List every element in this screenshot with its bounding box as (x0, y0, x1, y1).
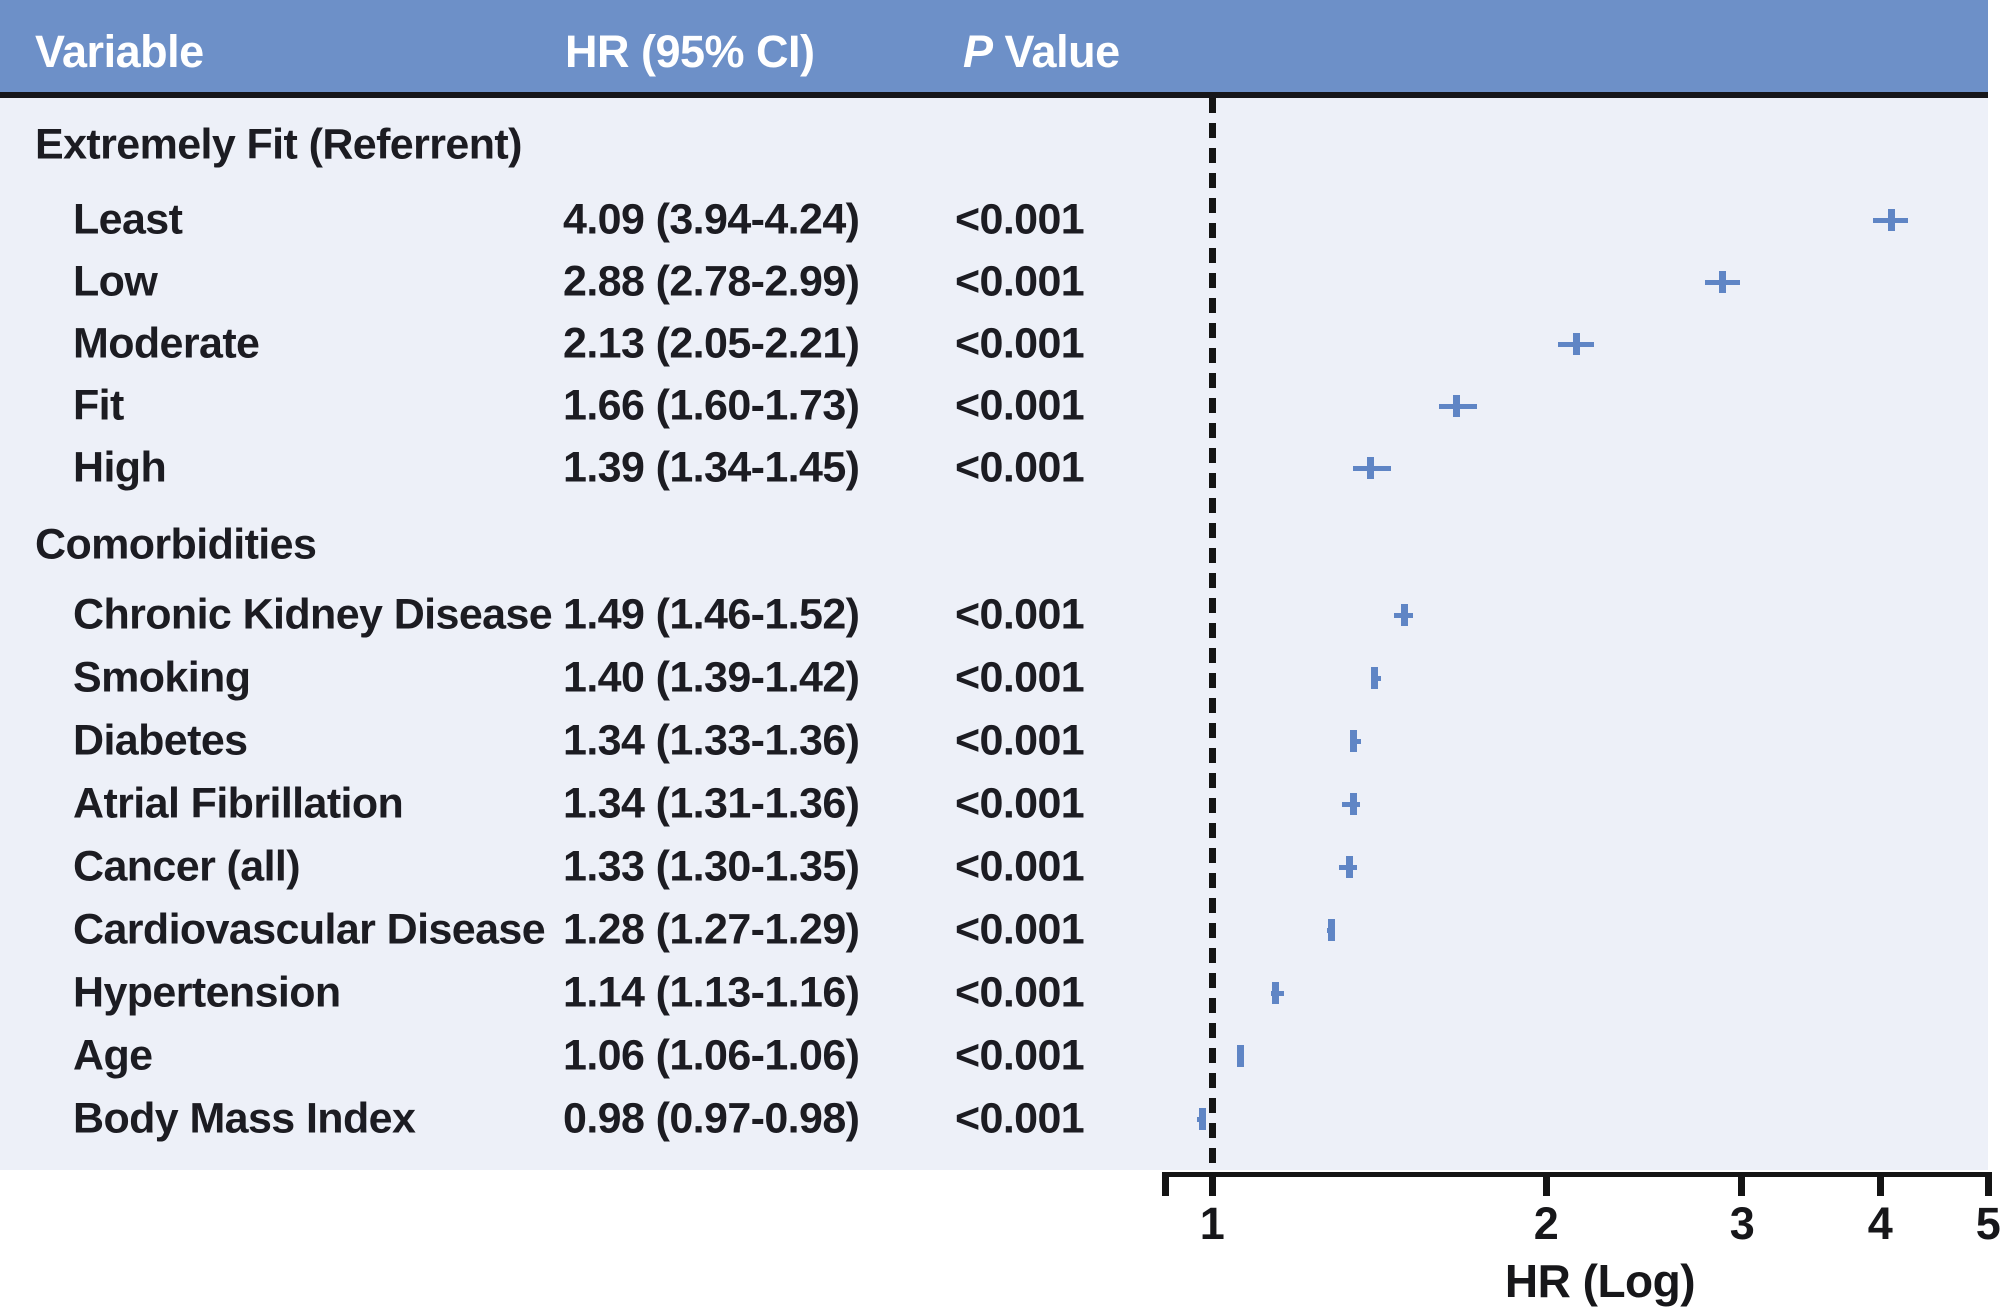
tick-label: 4 (1867, 1198, 1893, 1249)
tick-label: 2 (1533, 1198, 1559, 1249)
axis-tick (1877, 1172, 1884, 1196)
row-p-value: <0.001 (955, 443, 1085, 492)
axis-tick (1209, 1172, 1216, 1196)
tick-label: 1 (1199, 1198, 1225, 1249)
row-p-value: <0.001 (955, 195, 1085, 244)
row-p-value: <0.001 (955, 381, 1085, 430)
row-p-value: <0.001 (955, 257, 1085, 306)
row-label: Diabetes (73, 716, 248, 765)
row-label: Fit (73, 381, 124, 430)
row-hr-ci: 1.34 (1.31-1.36) (563, 779, 860, 828)
tick-label: 5 (1975, 1198, 2000, 1249)
point-estimate-tick (1888, 209, 1895, 231)
row-p-value: <0.001 (955, 842, 1085, 891)
row-label: Chronic Kidney Disease (73, 590, 553, 639)
row-p-value: <0.001 (955, 590, 1085, 639)
row-hr-ci: 2.88 (2.78-2.99) (563, 257, 860, 306)
point-estimate-tick (1350, 730, 1357, 752)
point-estimate-tick (1367, 457, 1374, 479)
row-hr-ci: 1.06 (1.06-1.06) (563, 1031, 860, 1080)
point-estimate-tick (1272, 982, 1279, 1004)
point-estimate-tick (1719, 271, 1726, 293)
row-hr-ci: 1.14 (1.13-1.16) (563, 968, 860, 1017)
row-label: Age (73, 1031, 153, 1080)
row-p-value: <0.001 (955, 319, 1085, 368)
section-header: Extremely Fit (Referrent) (35, 120, 522, 169)
axis-tick (1738, 1172, 1745, 1196)
plot-panel (0, 98, 1988, 1170)
point-estimate-tick (1199, 1108, 1206, 1130)
x-axis-label: HR (Log) (1504, 1255, 1696, 1307)
point-estimate-tick (1401, 604, 1408, 626)
row-hr-ci: 1.40 (1.39-1.42) (563, 653, 860, 702)
row-hr-ci: 1.28 (1.27-1.29) (563, 905, 860, 954)
axis-endcap-tick (1162, 1172, 1169, 1196)
header-divider-rule (0, 92, 1988, 98)
point-estimate-tick (1453, 395, 1460, 417)
axis-tick (1985, 1172, 1992, 1196)
row-hr-ci: 1.66 (1.60-1.73) (563, 381, 860, 430)
point-estimate-tick (1371, 667, 1378, 689)
row-hr-ci: 4.09 (3.94-4.24) (563, 195, 860, 244)
row-p-value: <0.001 (955, 653, 1085, 702)
axis-tick (1543, 1172, 1550, 1196)
row-label: Atrial Fibrillation (73, 779, 404, 828)
row-hr-ci: 1.39 (1.34-1.45) (563, 443, 860, 492)
point-estimate-tick (1237, 1045, 1244, 1067)
row-label: Smoking (73, 653, 251, 702)
row-label: Hypertension (73, 968, 341, 1017)
row-label: High (73, 443, 167, 492)
point-estimate-tick (1573, 333, 1580, 355)
column-header-hr-ci: HR (95% CI) (565, 26, 815, 77)
row-label: Low (73, 257, 158, 306)
point-estimate-tick (1350, 793, 1357, 815)
row-hr-ci: 0.98 (0.97-0.98) (563, 1094, 860, 1143)
row-label: Moderate (73, 319, 260, 368)
row-label: Body Mass Index (73, 1094, 416, 1143)
p-rest: Value (992, 26, 1121, 77)
column-header-variable: Variable (35, 26, 204, 77)
point-estimate-tick (1328, 919, 1335, 941)
row-label: Cancer (all) (73, 842, 301, 891)
point-estimate-tick (1346, 856, 1353, 878)
row-hr-ci: 1.34 (1.33-1.36) (563, 716, 860, 765)
row-p-value: <0.001 (955, 779, 1085, 828)
row-p-value: <0.001 (955, 1031, 1085, 1080)
reference-line (1209, 98, 1216, 1172)
tick-label: 3 (1729, 1198, 1755, 1249)
table-header-bar (0, 0, 1988, 92)
p-italic: P (963, 26, 993, 77)
row-label: Least (73, 195, 183, 244)
row-p-value: <0.001 (955, 716, 1085, 765)
row-p-value: <0.001 (955, 968, 1085, 1017)
row-label: Cardiovascular Disease (73, 905, 546, 954)
row-hr-ci: 2.13 (2.05-2.21) (563, 319, 860, 368)
row-hr-ci: 1.33 (1.30-1.35) (563, 842, 860, 891)
section-header: Comorbidities (35, 520, 317, 569)
row-hr-ci: 1.49 (1.46-1.52) (563, 590, 860, 639)
row-p-value: <0.001 (955, 1094, 1085, 1143)
row-p-value: <0.001 (955, 905, 1085, 954)
x-axis-line (1162, 1172, 1990, 1177)
column-header-p-value: P Value (963, 26, 1120, 78)
